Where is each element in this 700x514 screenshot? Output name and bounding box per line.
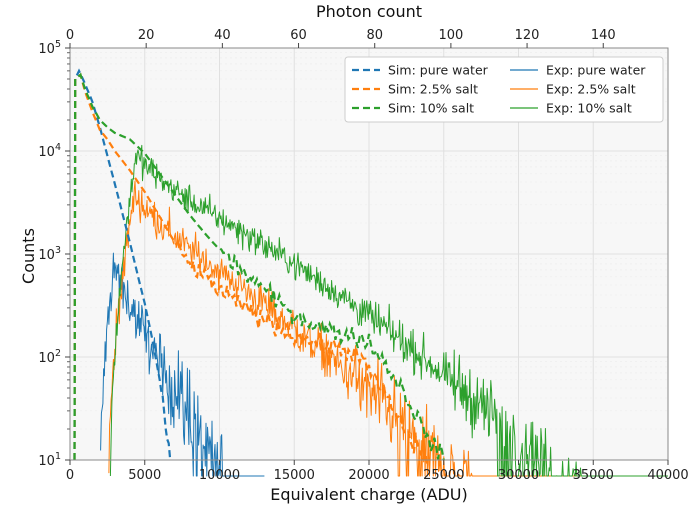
x-tick-label: 20000 [348, 468, 389, 483]
x-tick-label: 35000 [573, 468, 614, 483]
y-axis-title: Counts [19, 228, 38, 284]
top-x-tick-label: 40 [214, 28, 231, 43]
x-tick-label: 0 [66, 468, 74, 483]
top-x-axis: 0 20 40 60 80 100 120 140 [66, 28, 616, 48]
series-line-sim-pure-water [73, 68, 172, 461]
x-tick-label: 25000 [423, 468, 464, 483]
top-x-tick-label: 140 [591, 28, 616, 43]
y-axis: 101 102 103 104 105 [38, 39, 70, 469]
legend-label: Exp: 2.5% salt [546, 82, 636, 97]
top-x-tick-label: 0 [66, 28, 74, 43]
x-axis-title: Equivalent charge (ADU) [270, 485, 468, 504]
x-tick-label: 30000 [498, 468, 539, 483]
legend: Sim: pure water Sim: 2.5% salt Sim: 10% sa… [344, 56, 664, 123]
x-tick-label: 10000 [199, 468, 240, 483]
curves [73, 68, 668, 477]
y-tick-label: 102 [38, 348, 61, 366]
legend-label: Sim: 10% salt [388, 101, 474, 116]
bottom-x-axis: 0 5000 10000 15000 20000 25000 30000 35000 40000 [66, 460, 689, 483]
y-tick-label: 103 [38, 245, 61, 263]
legend-box [344, 56, 664, 123]
top-x-tick-label: 80 [366, 28, 383, 43]
top-x-tick-label: 120 [515, 28, 540, 43]
legend-label: Exp: 10% salt [546, 101, 632, 116]
y-tick-label: 101 [38, 451, 61, 469]
legend-label: Exp: pure water [546, 63, 646, 78]
top-x-axis-title: Photon count [316, 2, 422, 21]
x-tick-label: 5000 [128, 468, 161, 483]
legend-label: Sim: 2.5% salt [388, 82, 478, 97]
series-line-exp-10-salt [109, 144, 668, 477]
top-x-tick-label: 100 [438, 28, 463, 43]
top-x-tick-label: 20 [138, 28, 155, 43]
series-line-exp-pure-water [100, 252, 265, 477]
y-tick-label: 104 [38, 142, 61, 160]
series-line-sim-2-5-salt [73, 72, 430, 464]
y-tick-label: 105 [38, 39, 61, 57]
legend-label: Sim: pure water [388, 63, 489, 78]
x-tick-label: 40000 [647, 468, 688, 483]
series-line-sim-10-salt [73, 72, 445, 461]
top-x-tick-label: 60 [290, 28, 307, 43]
x-tick-label: 15000 [274, 468, 315, 483]
